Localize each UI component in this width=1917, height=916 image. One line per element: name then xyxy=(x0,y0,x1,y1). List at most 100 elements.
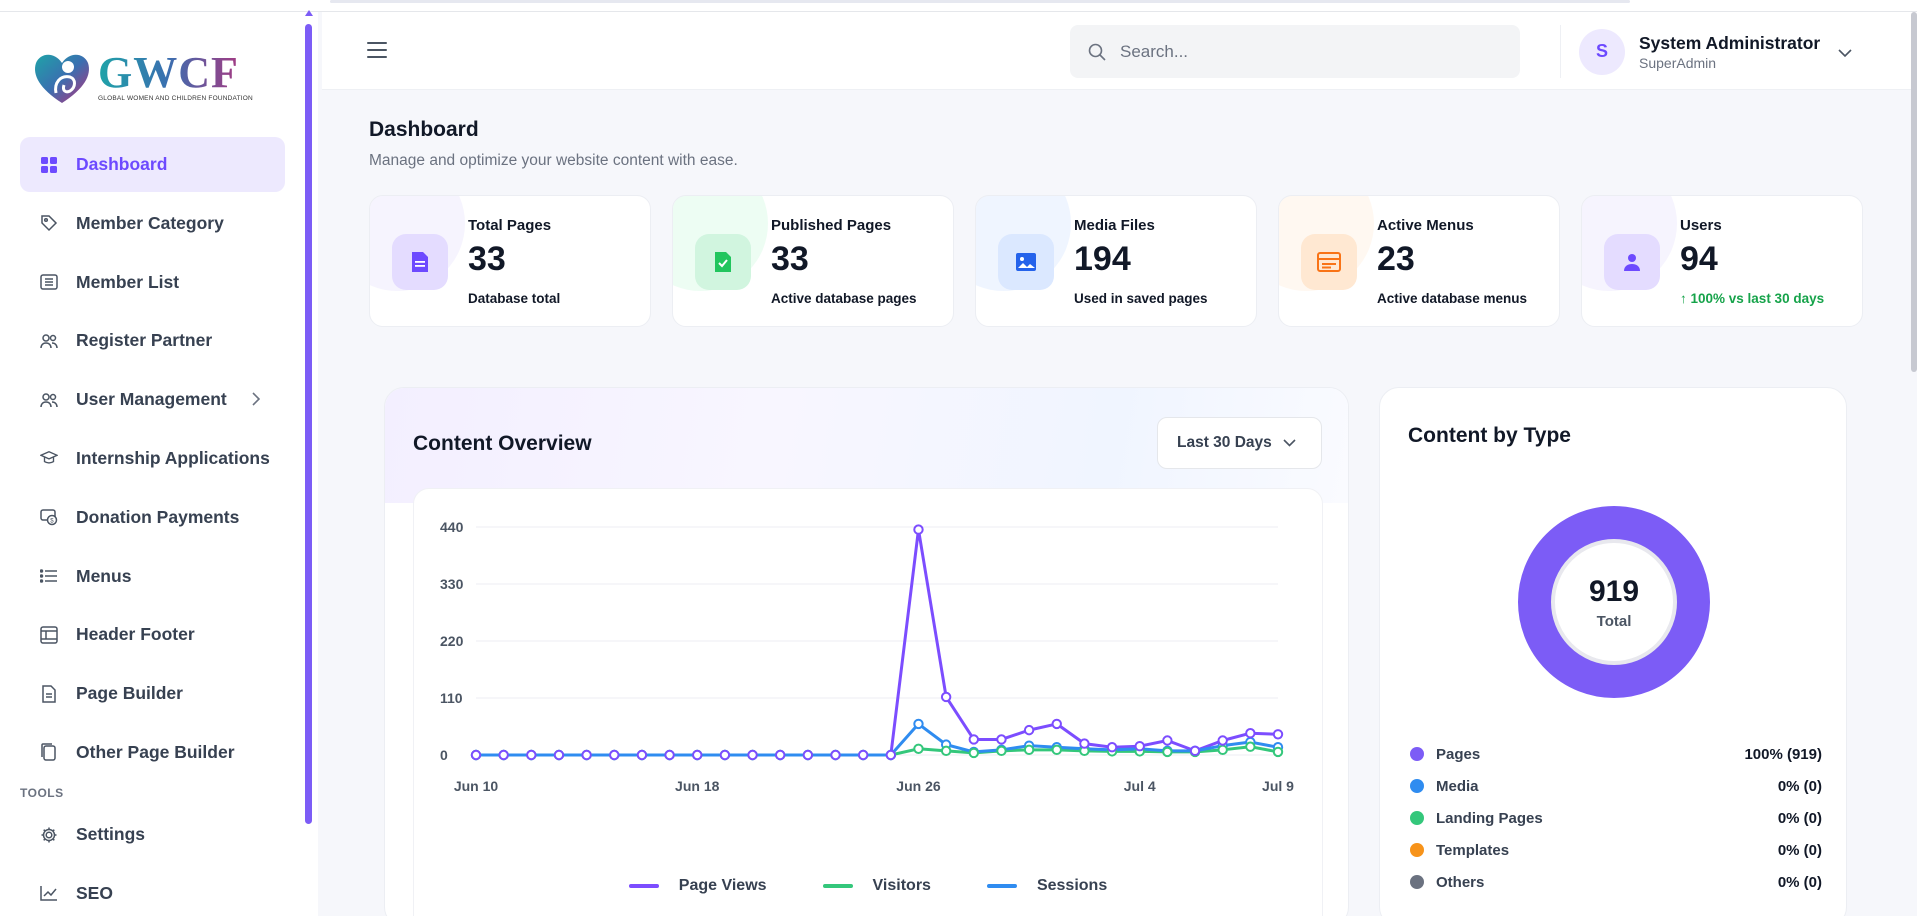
sidebar-item-header-footer[interactable]: Header Footer xyxy=(20,607,285,662)
user-name: System Administrator xyxy=(1639,32,1821,53)
stat-card-total-pages[interactable]: Total Pages 33 Database total xyxy=(369,195,651,327)
search-box[interactable] xyxy=(1070,25,1520,78)
user-menu[interactable]: S System Administrator SuperAdmin xyxy=(1560,25,1880,78)
sidebar-item-internship-applications[interactable]: Internship Applications xyxy=(20,431,285,486)
sidebar-item-other-page-builder[interactable]: Other Page Builder xyxy=(20,725,285,780)
legend-row-others[interactable]: Others 0% (0) xyxy=(1410,866,1822,898)
sidebar-item-label: Settings xyxy=(76,824,146,844)
logo[interactable]: GWCF GLOBAL WOMEN AND CHILDREN FOUNDATIO… xyxy=(30,42,253,112)
stat-note: Used in saved pages xyxy=(1074,291,1208,306)
date-range-dropdown[interactable]: Last 30 Days xyxy=(1157,417,1322,469)
data-point xyxy=(1051,718,1062,730)
sidebar-item-label: Donation Payments xyxy=(76,506,240,527)
data-point xyxy=(719,749,731,761)
avatar[interactable]: S xyxy=(1579,28,1625,75)
document-icon xyxy=(392,234,448,290)
menu-card-icon xyxy=(1301,234,1357,290)
top-strip xyxy=(0,0,1917,12)
stat-card-published-pages[interactable]: Published Pages 33 Active database pages xyxy=(672,195,954,327)
chart-legend: Page Views Visitors Sessions xyxy=(414,877,1322,895)
legend-row-pages[interactable]: Pages 100% (919) xyxy=(1410,738,1822,770)
sidebar-item-register-partner[interactable]: Register Partner xyxy=(20,313,285,368)
x-tick-label: Jun 10 xyxy=(454,778,499,794)
sidebar-item-member-category[interactable]: Member Category xyxy=(20,196,285,251)
search-input[interactable] xyxy=(1120,41,1500,62)
stat-value: 194 xyxy=(1074,240,1131,278)
content-type-legend: Pages 100% (919) Media 0% (0) Landing Page… xyxy=(1410,738,1822,898)
tools-section-label: TOOLS xyxy=(20,786,64,800)
donut-total-label: Total xyxy=(1596,612,1632,630)
y-tick-label: 0 xyxy=(440,747,448,763)
legend-row-media[interactable]: Media 0% (0) xyxy=(1410,770,1822,802)
sidebar-item-page-builder[interactable]: Page Builder xyxy=(20,666,285,721)
stat-card-active-menus[interactable]: Active Menus 23 Active database menus xyxy=(1278,195,1560,327)
sidebar-item-seo[interactable]: SEO xyxy=(20,866,285,916)
stat-label: Total Pages xyxy=(468,217,552,234)
legend-item-visitors[interactable]: Visitors xyxy=(822,877,931,895)
stat-value: 33 xyxy=(468,240,506,278)
sidebar-item-member-list[interactable]: Member List xyxy=(20,255,285,310)
stat-card-users[interactable]: Users 94 ↑ 100% vs last 30 days xyxy=(1581,195,1863,327)
brand-tagline: GLOBAL WOMEN AND CHILDREN FOUNDATION xyxy=(98,94,253,102)
legend-label: Page Views xyxy=(678,877,767,894)
legend-value: 0% (0) xyxy=(1777,777,1822,795)
legend-value: 0% (0) xyxy=(1777,809,1822,827)
stat-note: Database total xyxy=(468,291,561,306)
data-point xyxy=(1272,746,1284,758)
stat-card-media-files[interactable]: Media Files 194 Used in saved pages xyxy=(975,195,1257,327)
sidebar-scrollbar[interactable] xyxy=(305,24,312,824)
legend-row-templates[interactable]: Templates 0% (0) xyxy=(1410,834,1822,866)
hamburger-menu-icon[interactable] xyxy=(367,42,387,58)
data-point xyxy=(1245,728,1256,739)
y-tick-label: 110 xyxy=(440,690,463,706)
donut-slice-pages[interactable] xyxy=(1518,506,1710,698)
stat-note-trend: ↑ 100% vs last 30 days xyxy=(1680,291,1825,306)
stat-note: Active database menus xyxy=(1377,291,1528,306)
sidebar-item-donation-payments[interactable]: $ Donation Payments xyxy=(20,490,285,545)
sidebar-item-label: Header Footer xyxy=(76,624,195,645)
sidebar-item-menus[interactable]: Menus xyxy=(20,549,285,604)
legend-dot xyxy=(1410,811,1424,825)
content-by-type-title: Content by Type xyxy=(1408,424,1571,447)
data-point xyxy=(968,734,979,745)
sidebar-item-settings[interactable]: Settings xyxy=(20,807,285,862)
data-point xyxy=(1272,729,1284,740)
sidebar-item-label: Page Builder xyxy=(76,683,183,704)
scroll-up-arrow[interactable] xyxy=(305,10,313,16)
file-check-icon xyxy=(695,234,751,290)
legend-name: Templates xyxy=(1436,841,1510,859)
sidebar-item-user-management[interactable]: User Management xyxy=(20,372,285,427)
user-icon xyxy=(1604,234,1660,290)
sidebar-tools-nav: Settings SEO xyxy=(20,807,285,916)
data-point xyxy=(1162,746,1173,758)
sidebar-nav: Dashboard Member Category Member List Re… xyxy=(20,137,285,784)
data-point xyxy=(830,749,841,761)
data-point xyxy=(1079,738,1090,749)
content-overview-card: Content Overview Last 30 Days 0 110 220 330… xyxy=(384,387,1349,916)
data-point xyxy=(1162,735,1173,746)
donut-hole xyxy=(1551,539,1677,665)
sidebar-item-label: Member Category xyxy=(76,212,224,233)
sidebar-item-dashboard[interactable]: Dashboard xyxy=(20,137,285,192)
content-by-type-card: Content by Type 919 Total Pages 100% (919… xyxy=(1379,387,1847,916)
gear-icon xyxy=(40,826,58,844)
stat-value: 94 xyxy=(1680,240,1718,278)
legend-dot xyxy=(1410,875,1424,889)
user-role: SuperAdmin xyxy=(1639,54,1717,71)
tag-icon xyxy=(40,214,58,232)
legend-item-sessions[interactable]: Sessions xyxy=(986,877,1107,895)
data-point xyxy=(1217,735,1228,746)
chevron-down-icon[interactable] xyxy=(1838,45,1852,63)
y-tick-label: 440 xyxy=(440,519,464,535)
legend-dot xyxy=(1410,747,1424,761)
legend-row-landing-pages[interactable]: Landing Pages 0% (0) xyxy=(1410,802,1822,834)
data-point xyxy=(609,749,620,761)
data-point xyxy=(996,745,1007,757)
data-point xyxy=(498,749,509,761)
page-scrollbar[interactable] xyxy=(1911,12,1917,372)
sidebar-item-label: SEO xyxy=(76,882,113,903)
chevron-right-icon xyxy=(251,392,261,411)
series-line-page-views xyxy=(476,528,1279,757)
sidebar-item-label: Menus xyxy=(76,565,132,586)
legend-item-page-views[interactable]: Page Views xyxy=(628,877,767,895)
